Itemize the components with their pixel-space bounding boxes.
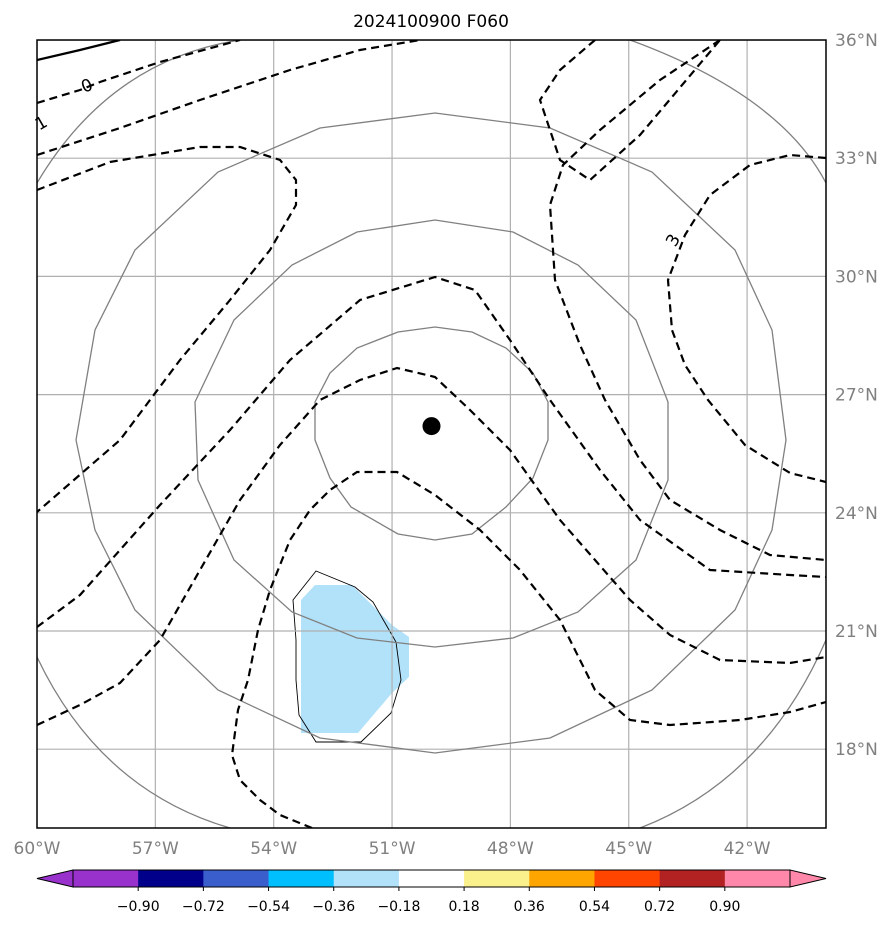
storm-center-marker (422, 417, 441, 436)
lat-tick-label: 36°N (835, 31, 878, 51)
solid-contour (37, 40, 121, 62)
contour-line (37, 145, 298, 513)
colorbar-frame (72, 869, 791, 888)
colorbar-tick-label: 0.36 (514, 899, 545, 915)
lon-tick-label: 57°W (132, 839, 179, 859)
colorbar-segment (73, 870, 139, 887)
colorbar-over-extension (789, 869, 827, 888)
contour-line (37, 40, 241, 105)
colorbar (36, 869, 827, 888)
lon-tick-label: 45°W (605, 839, 652, 859)
colorbar-segment (268, 870, 335, 887)
colorbar-tick-label: 0.90 (709, 899, 740, 915)
colorbar-tick-label: 0.54 (579, 899, 610, 915)
plot-title: 2024100900 F060 (353, 12, 509, 32)
contour-line (37, 40, 421, 157)
colorbar-segment (529, 870, 595, 887)
colorbar-segment (398, 870, 465, 887)
colorbar-segment (464, 870, 530, 887)
range-ring-3 (75, 112, 787, 754)
lat-tick-label: 33°N (835, 149, 878, 169)
contour-line (37, 275, 826, 628)
lon-tick-label: 51°W (369, 839, 416, 859)
colorbar-tick-label: −0.36 (312, 899, 355, 915)
lat-tick-label: 27°N (835, 386, 878, 406)
thin-contour-outline (292, 570, 402, 743)
range-ring-2 (194, 219, 669, 648)
colorbar-tick-label: 0.72 (644, 899, 675, 915)
colorbar-segment (724, 870, 791, 887)
colorbar-segment (594, 870, 661, 887)
lat-tick-label: 30°N (835, 267, 878, 287)
colorbar-under-extension (36, 869, 74, 888)
contour-label-0: 0 (78, 75, 96, 98)
dashed-contours (37, 40, 826, 828)
lat-tick-label: 18°N (835, 740, 878, 760)
longitude-tick-labels: 60°W 57°W 54°W 51°W 48°W 45°W 42°W (14, 839, 771, 859)
contour-line (548, 40, 826, 562)
lat-tick-label: 21°N (835, 622, 878, 642)
colorbar-segment (333, 870, 400, 887)
contour-line (666, 153, 826, 484)
lon-tick-label: 54°W (250, 839, 297, 859)
shaded-anomaly (292, 570, 409, 743)
range-ring-4 (37, 40, 826, 828)
lon-tick-label: 60°W (14, 839, 61, 859)
latitude-tick-labels: 36°N 33°N 30°N 27°N 24°N 21°N 18°N (835, 31, 878, 760)
colorbar-tick-label: −0.54 (247, 899, 290, 915)
shaded-region-negative (301, 585, 409, 733)
contour-line (230, 470, 826, 828)
gridlines (37, 40, 826, 828)
plot-frame (36, 39, 827, 829)
colorbar-segment (659, 870, 726, 887)
lon-tick-label: 48°W (487, 839, 534, 859)
colorbar-segment (138, 870, 204, 887)
colorbar-segment (203, 870, 270, 887)
colorbar-tick-label: −0.72 (182, 899, 225, 915)
colorbar-tick-labels: −0.90 −0.72 −0.54 −0.36 −0.18 0.18 0.36 0.54 0.7… (117, 887, 740, 915)
lat-tick-label: 24°N (835, 504, 878, 524)
contour-label-3: 3 (662, 231, 685, 250)
contour-label-1: 1 (32, 112, 51, 135)
colorbar-tick-label: 0.18 (449, 899, 480, 915)
contour-line (538, 40, 721, 182)
contour-line (37, 366, 826, 726)
colorbar-tick-label: −0.18 (377, 899, 420, 915)
colorbar-tick-label: −0.90 (117, 899, 160, 915)
lon-tick-label: 42°W (724, 839, 771, 859)
